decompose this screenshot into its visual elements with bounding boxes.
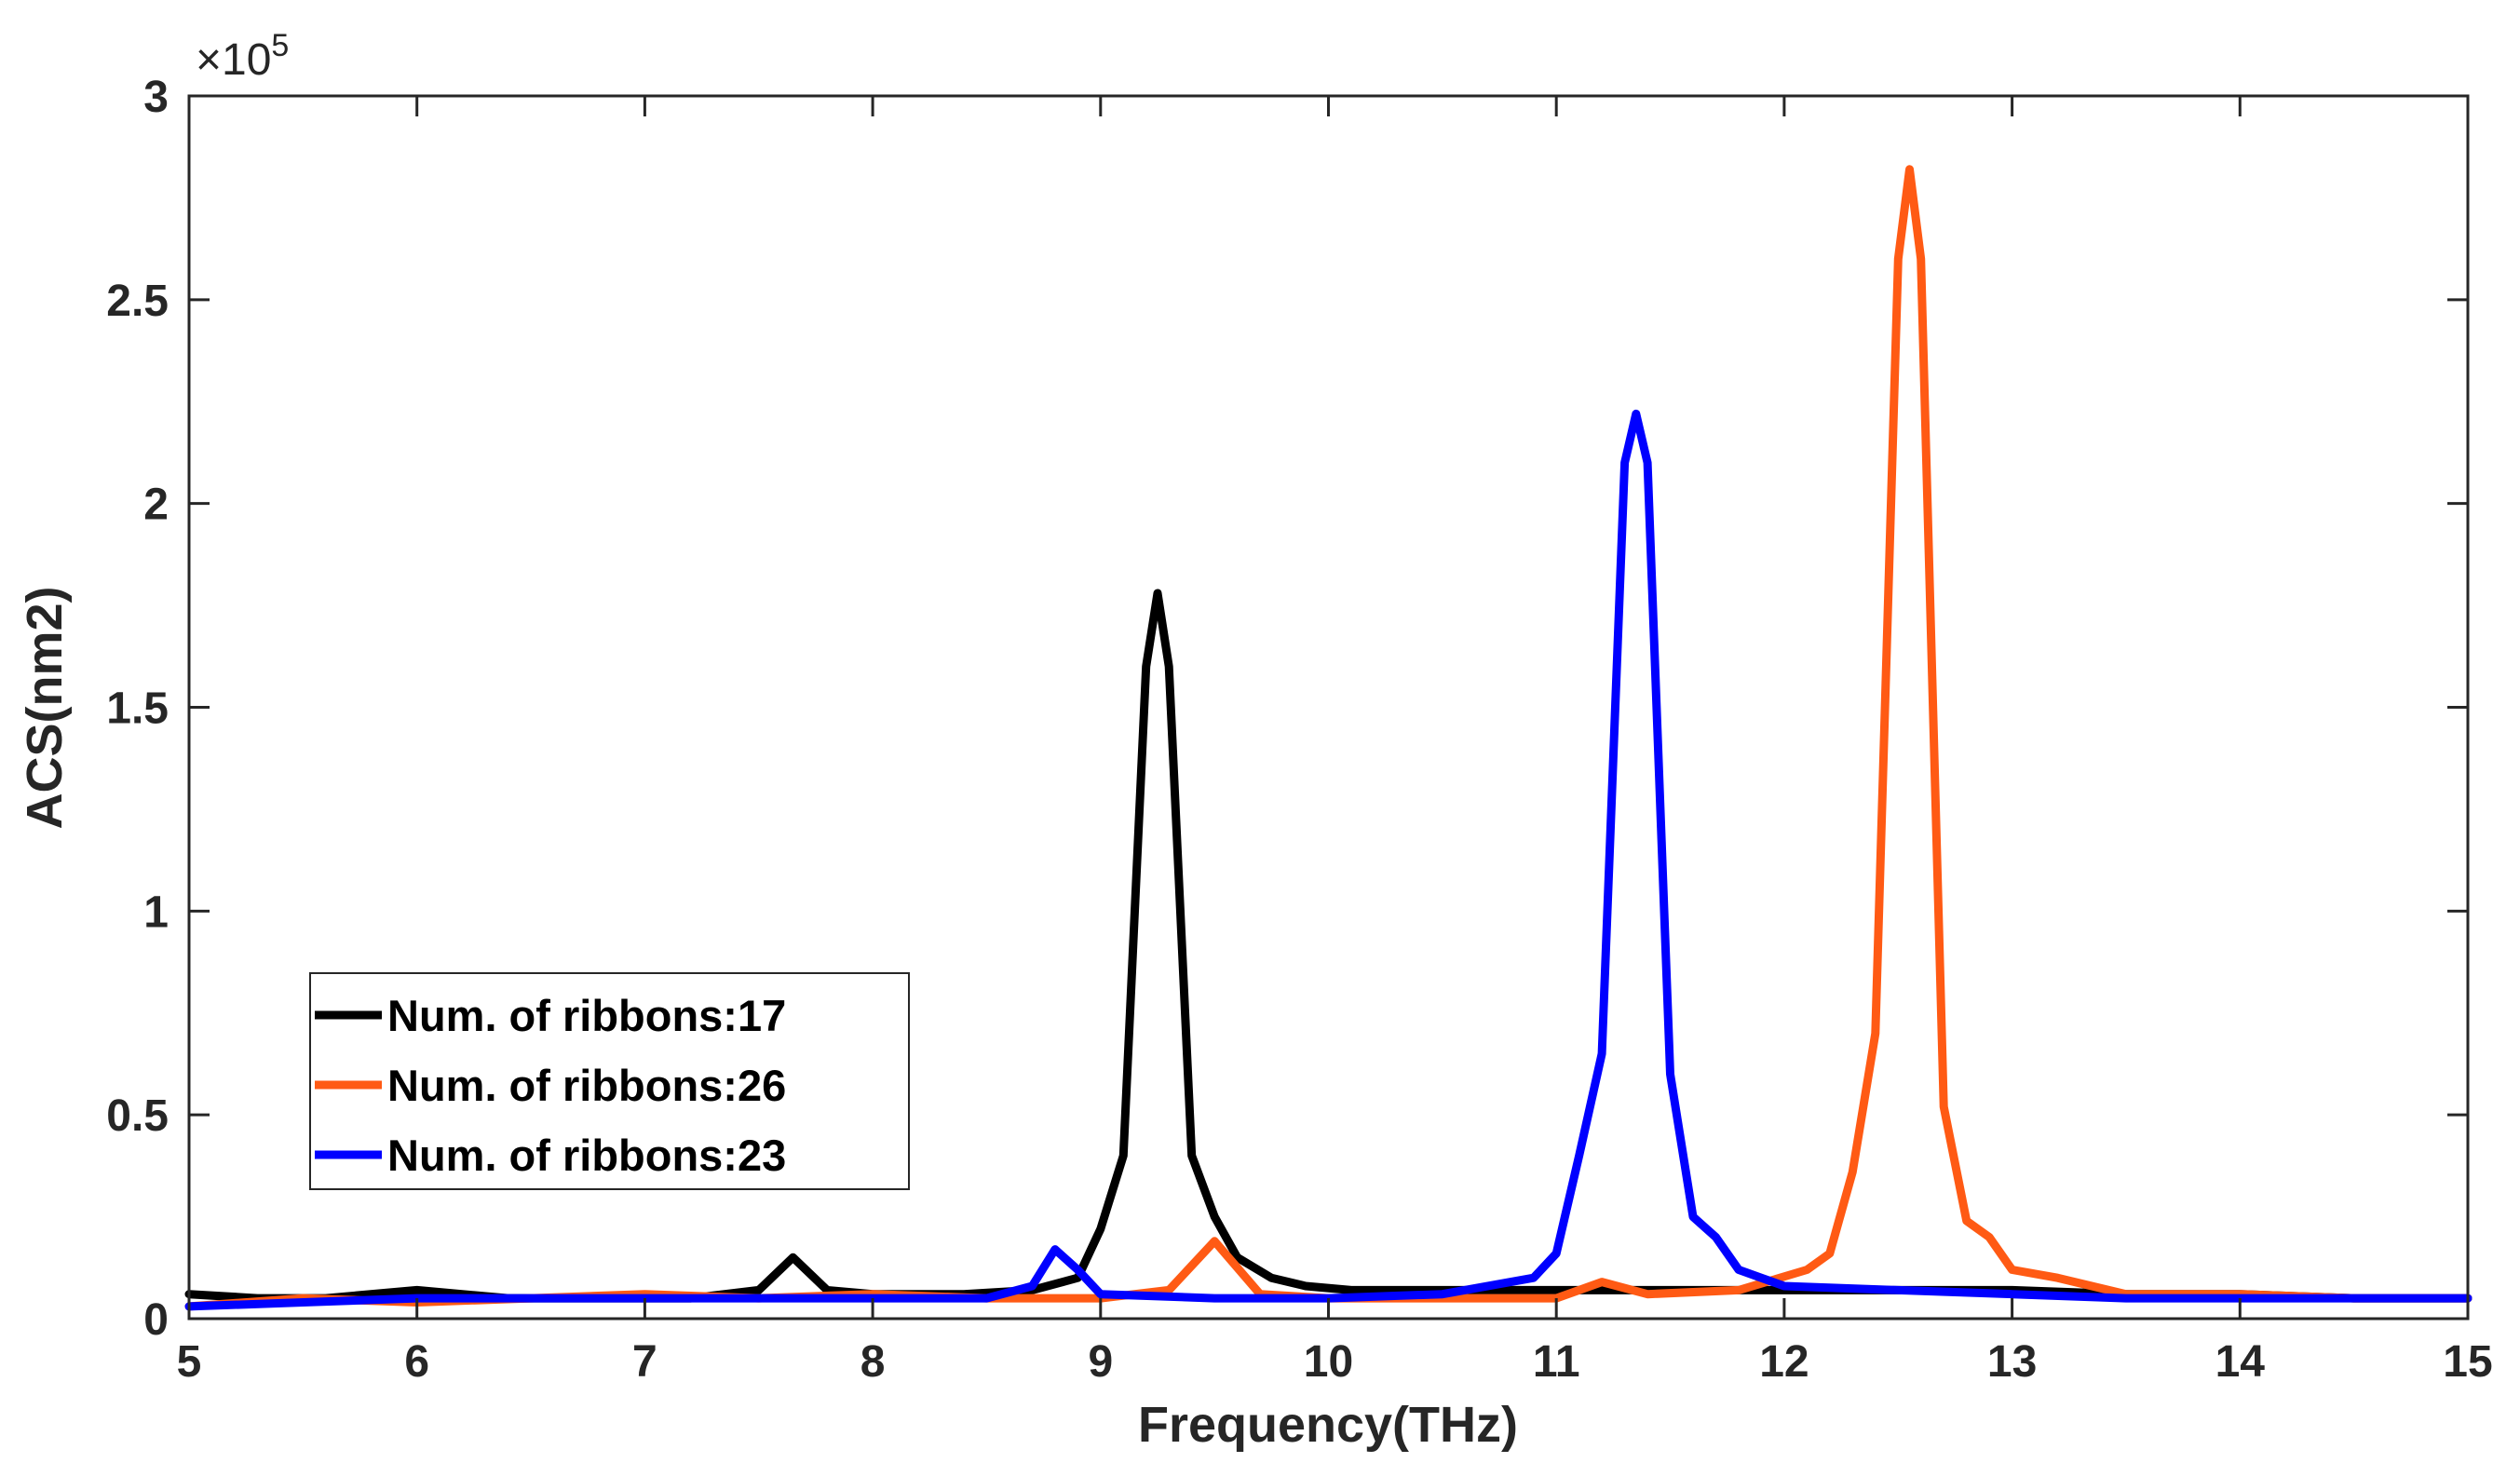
x-tick-label: 6 [404,1337,429,1387]
y-axis-multiplier-base: ×10 [196,35,271,85]
x-tick-label: 11 [1533,1337,1580,1387]
y-axis-multiplier-exponent: 5 [271,28,289,63]
x-tick-label: 14 [2215,1337,2266,1387]
x-tick-label: 9 [1088,1337,1113,1387]
x-axis-ticks: 5 6 7 8 9 10 11 12 13 14 15 [177,96,2493,1387]
x-tick-label: 8 [860,1337,886,1387]
series-line-3 [184,409,2473,1311]
y-tick-label: 2.5 [106,277,169,326]
x-tick-label: 7 [632,1337,657,1387]
y-tick-label: 3 [143,73,169,122]
x-axis-title: Frequency(THz) [1138,1397,1518,1453]
x-tick-label: 13 [1987,1337,2037,1387]
y-axis-ticks: 0 0.5 1 1.5 2 2.5 3 [106,73,2468,1345]
y-tick-label: 2 [143,481,169,530]
y-tick-label: 0.5 [106,1091,169,1141]
legend-box [309,972,910,1190]
y-tick-label: 1 [143,887,169,937]
y-axis-title: ACS(nm2) [17,586,73,829]
x-tick-label: 12 [1759,1337,1809,1387]
y-tick-label: 0 [143,1295,169,1345]
legend-label-2: Num. of ribbons:26 [387,1061,786,1110]
y-tick-label: 1.5 [106,684,169,734]
legend: Num. of ribbons:17 Num. of ribbons:26 Num.… [309,972,910,1190]
x-tick-label: 5 [177,1337,202,1387]
x-tick-label: 15 [2443,1337,2492,1387]
legend-label-1: Num. of ribbons:17 [387,991,786,1040]
series-layer [184,165,2473,1311]
y-axis-multiplier: ×105 [196,28,289,85]
legend-label-3: Num. of ribbons:23 [387,1131,786,1180]
x-tick-label: 10 [1304,1337,1353,1387]
